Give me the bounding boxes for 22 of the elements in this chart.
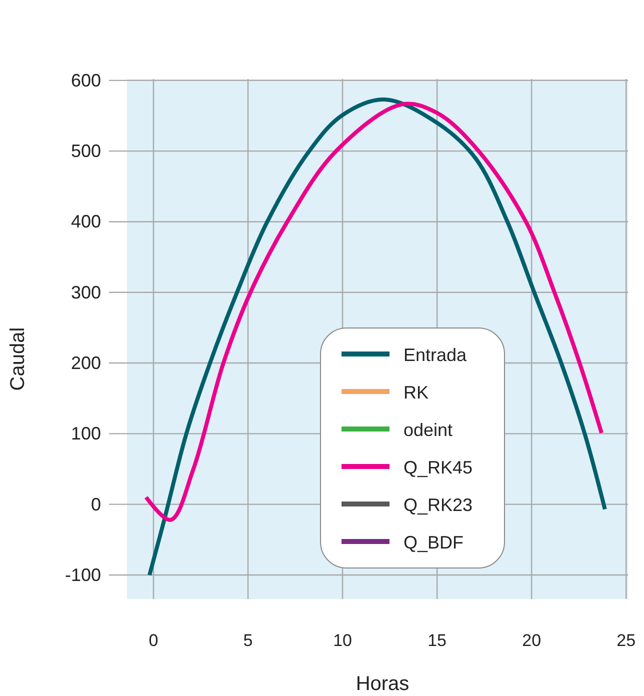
y-tick-label: 600 <box>70 70 101 90</box>
y-tick-label: 100 <box>70 424 101 444</box>
y-axis-title: Caudal <box>7 327 29 391</box>
x-tick-label: 25 <box>616 631 636 650</box>
x-tick-label: 0 <box>148 631 158 650</box>
legend-label: odeint <box>404 420 453 440</box>
y-tick-label: 500 <box>70 141 101 162</box>
legend-label: RK <box>404 382 429 402</box>
x-tick-label: 5 <box>243 631 253 650</box>
y-tick-label: 200 <box>70 353 101 374</box>
legend-label: Q_RK23 <box>404 495 473 515</box>
x-axis-title: Horas <box>356 673 410 695</box>
y-tick-label: 300 <box>70 282 101 302</box>
x-tick-label: 20 <box>522 631 542 650</box>
y-tick-label: -100 <box>64 564 101 585</box>
y-tick-label: 400 <box>70 212 101 232</box>
legend-label: Q_RK45 <box>404 458 473 478</box>
x-tick-label: 10 <box>333 631 352 650</box>
y-tick-label: 0 <box>90 494 101 514</box>
x-tick-label: 15 <box>428 631 447 650</box>
legend-label: Entrada <box>404 345 468 365</box>
legend-label: Q_BDF <box>404 532 464 552</box>
